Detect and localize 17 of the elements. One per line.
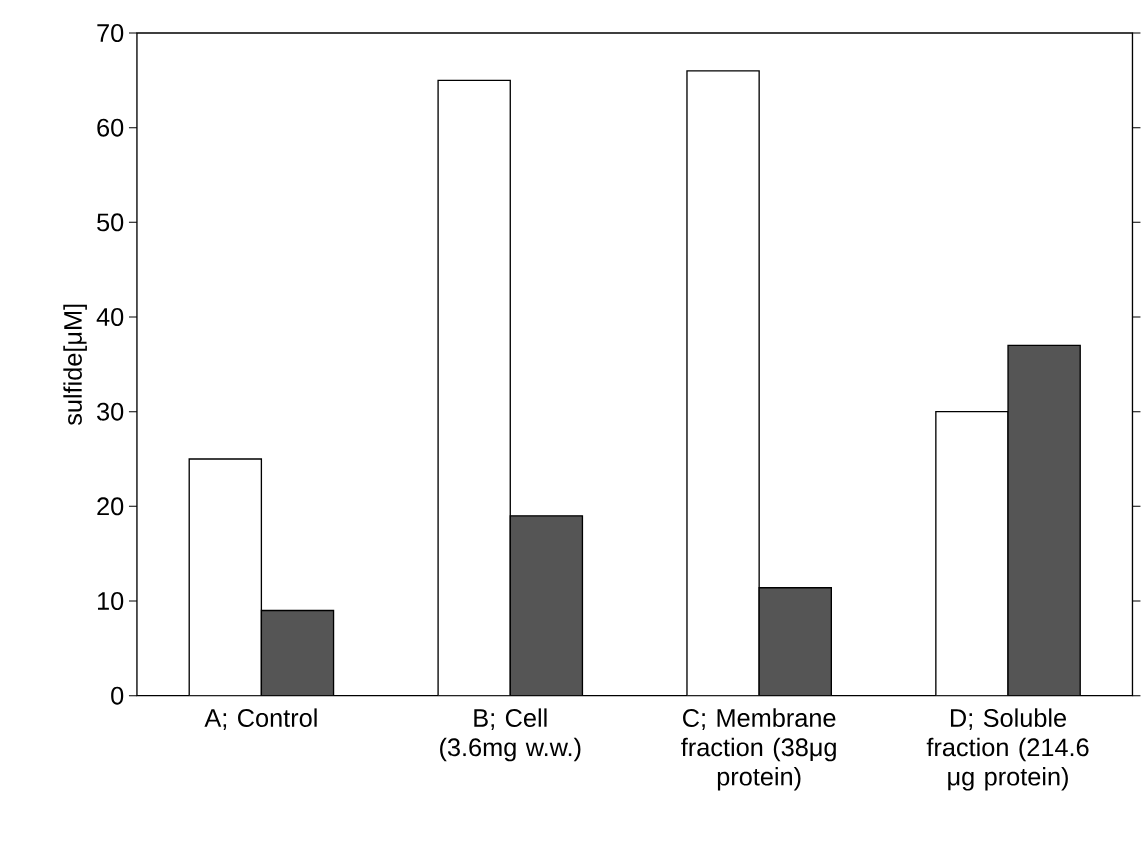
bar <box>758 587 832 696</box>
x-tick-label: A; Control <box>204 708 317 731</box>
y-tick-label: 20 <box>97 497 124 516</box>
bar <box>509 515 584 696</box>
bar <box>1007 344 1081 696</box>
y-tick-label: 50 <box>97 213 124 232</box>
x-tick-label: C; Membrane fraction (38μg protein) <box>681 708 836 791</box>
y-axis-title: sulfide[μM] <box>63 304 87 426</box>
x-tick-label: D; Soluble fraction (214.6 μg protein) <box>926 708 1089 791</box>
y-tick-label: 10 <box>97 592 124 611</box>
x-tick-label: B; Cell (3.6mg w.w.) <box>440 708 581 762</box>
bar <box>260 610 335 696</box>
y-tick-label: 70 <box>97 24 124 43</box>
y-tick-label: 60 <box>97 118 124 137</box>
y-tick-label: 30 <box>97 402 124 421</box>
y-tick-label: 40 <box>96 308 124 327</box>
y-tick-label: 0 <box>111 686 124 705</box>
